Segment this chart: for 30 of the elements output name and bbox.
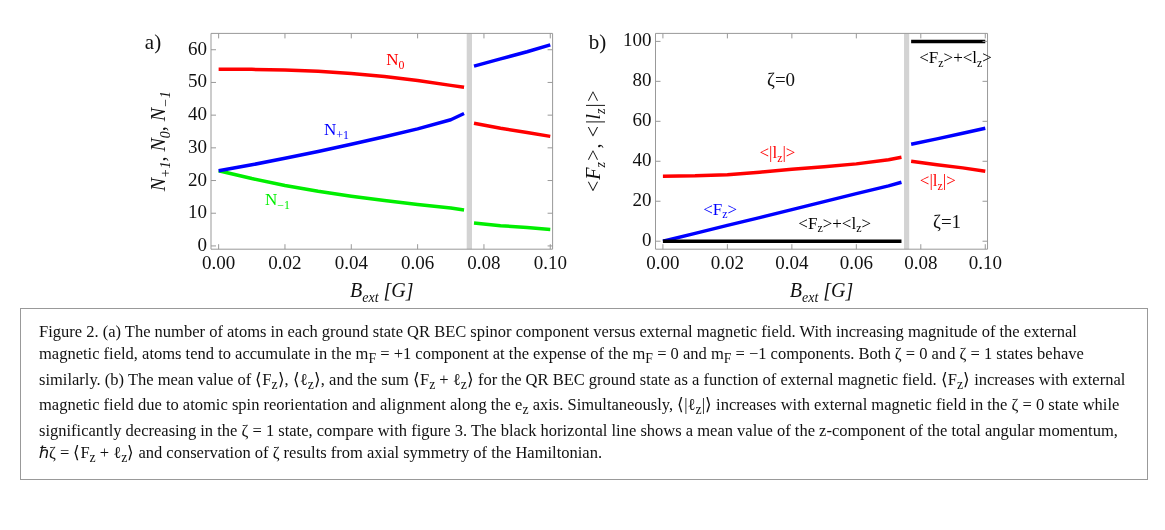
y-tick-label: 60 <box>632 109 652 131</box>
x-tick-label: 0.10 <box>533 251 567 273</box>
text: Figure 2. (a) The number of atoms in each ground state QR BEC spinor component versus external magnetic field. With increasing magnitude of the external magnetic field, atoms tend to accumulate in the m$_{F}$ = +1 component at the expense of the m$_{F}$ = 0 and m$_{F}$ = −1 components. Both ζ = 0 and ζ = 1 states behave similarly. (b) The mean value of ⟨F$_{z}$⟩, ⟨ℓ$_{z}$⟩, and the sum ⟨F$_{z}$ + ℓ$_{z}$⟩ for the QR BEC ground state as a function of external magnetic field. ⟨F$_{z}$⟩ increases with external magnetic field due to atomic spin reorientation and alignment along the e$_{z}$ axis. Simultaneously, ⟨|ℓ$_{z}$|⟩ increases with external magnetic field in the ζ = 0 state while significantly decreasing in the ζ = 1 state, compare with figure 3. The black horizontal line shows a mean value of the z-component of the total angular momentum, ℏζ = ⟨F$_{z}$ + ℓ$_{z}$⟩ and conservation of ζ results from axial symmetry of the Hamiltonian. <box>39 322 1126 465</box>
x-tick-label: 0.10 <box>968 251 1002 273</box>
y-tick-label: 10 <box>188 201 207 223</box>
y-tick-label: 20 <box>632 189 652 211</box>
chart-title: a) <box>144 29 162 54</box>
y-tick-label: 40 <box>632 149 652 171</box>
y-tick-label: 40 <box>188 103 207 125</box>
y-tick-label: 20 <box>188 168 207 190</box>
x-tick-label: 0.04 <box>334 251 369 273</box>
x-tick-label: 0.08 <box>904 251 938 273</box>
y-tick-label: 100 <box>623 29 652 51</box>
y-axis-title: N+1, N0, N−1 <box>147 91 173 193</box>
y-tick-label: 80 <box>632 69 652 91</box>
y-tick-label: 60 <box>188 37 207 59</box>
x-tick-label: 0.04 <box>775 251 809 273</box>
chart-title: b) <box>588 29 607 54</box>
y-tick-label: 0 <box>642 229 652 251</box>
annotation: ζ=1 <box>933 211 962 233</box>
x-tick-label: 0.00 <box>646 251 680 273</box>
x-tick-label: 0.02 <box>268 251 302 273</box>
y-axis-title: <Fz>, <|lz|> <box>582 89 608 194</box>
x-tick-label: 0.02 <box>710 251 745 273</box>
annotation: ζ=0 <box>767 68 796 90</box>
x-tick-label: 0.06 <box>400 251 435 273</box>
y-tick-label: 30 <box>188 135 207 157</box>
x-tick-label: 0.08 <box>467 251 501 273</box>
x-tick-label: 0.06 <box>839 251 873 273</box>
y-tick-label: 50 <box>188 70 207 92</box>
